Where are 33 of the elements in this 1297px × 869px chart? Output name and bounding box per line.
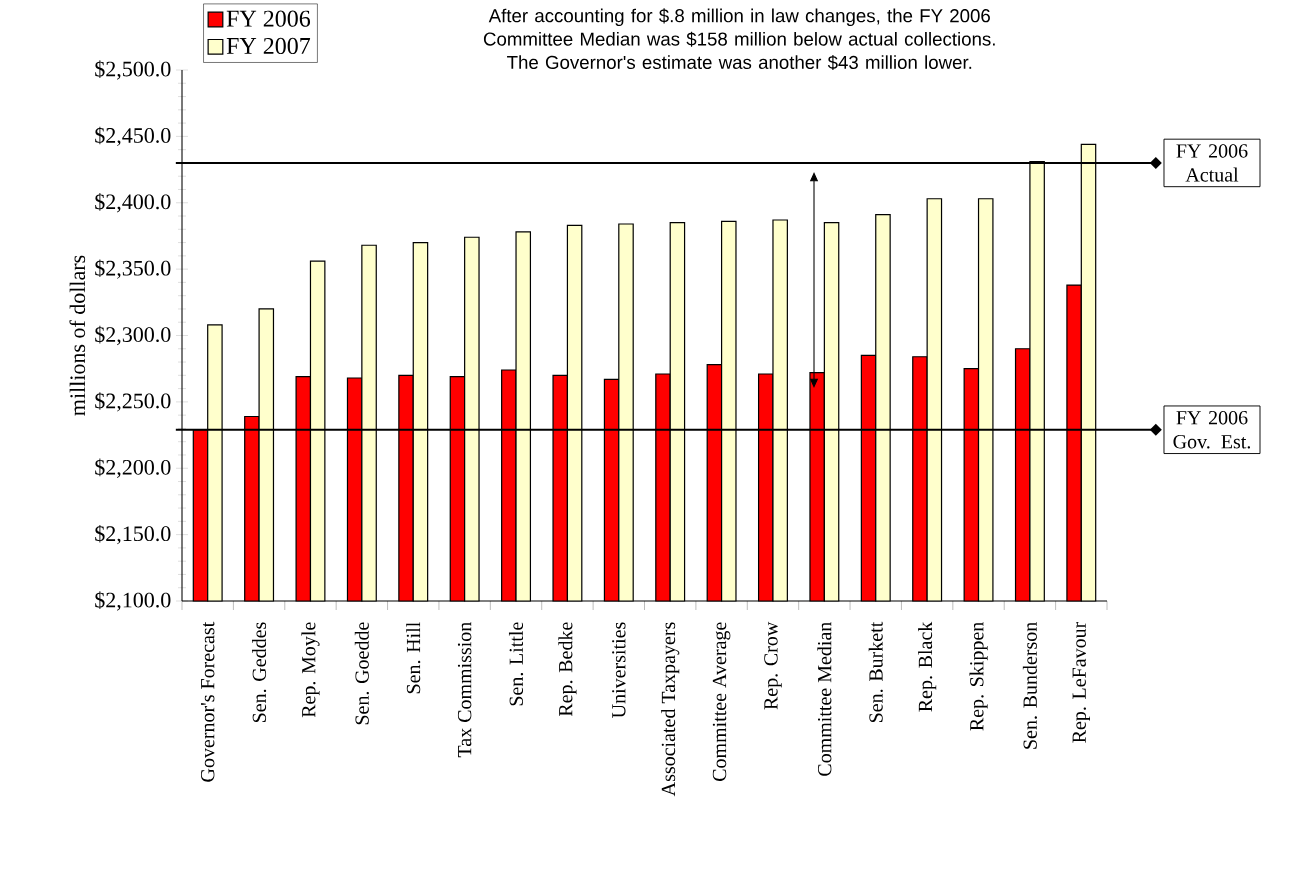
- legend-label: FY 2006: [226, 10, 311, 27]
- y-tick-label: $2,500.0: [95, 60, 171, 80]
- ref-line-label: FY 2006 Actual: [1176, 144, 1248, 182]
- y-tick-label: $2,400.0: [95, 193, 171, 213]
- ref-line-label: FY 2006 Gov. Est.: [1173, 410, 1251, 449]
- x-tick-label: Rep. LeFavour: [1072, 621, 1090, 743]
- y-tick-label: $2,200.0: [95, 458, 171, 478]
- legend-label: FY 2007: [226, 37, 311, 55]
- x-tick-label: Rep. Crow: [764, 621, 782, 710]
- y-axis-title: millions of dollars: [69, 255, 86, 416]
- y-tick-label: $2,100.0: [95, 591, 171, 611]
- y-tick-label: $2,300.0: [95, 325, 171, 346]
- y-tick-label: $2,350.0: [95, 259, 171, 279]
- x-tick-label: Sen. Burkett: [868, 621, 883, 723]
- x-tick-label: Sen. Little: [508, 622, 524, 706]
- x-tick-label: Sen. Geddes: [252, 622, 267, 723]
- x-tick-label: Rep. Black: [918, 621, 937, 712]
- y-tick-label: $2,250.0: [95, 392, 171, 412]
- x-tick-label: Universities: [612, 622, 626, 718]
- x-tick-label: Governor's Forecast: [200, 621, 215, 782]
- annotation: After accounting for $.8 million in law changes, the FY 2006 Committee Median was $158 million below actual collections. The Governor's estimate was another $43 million lower.: [483, 8, 995, 71]
- x-tick-label: Tax Commission: [457, 622, 472, 758]
- x-tick-label: Associated Taxpayers: [661, 622, 680, 797]
- y-tick-label: $2,450.0: [95, 126, 171, 147]
- x-tick-label: Committee Average: [712, 622, 731, 782]
- x-tick-label: Rep. Skippen: [969, 622, 988, 731]
- x-tick-label: Committee Median: [817, 622, 832, 776]
- x-tick-label: Sen. Bunderson: [1022, 622, 1038, 749]
- y-tick-label: $2,150.0: [95, 524, 171, 545]
- x-tick-label: Rep. Bedke: [558, 622, 577, 717]
- x-tick-label: Sen. Hill: [406, 622, 421, 694]
- x-tick-label: Sen. Goedde: [354, 622, 369, 725]
- x-tick-label: Rep. Moyle: [301, 622, 320, 718]
